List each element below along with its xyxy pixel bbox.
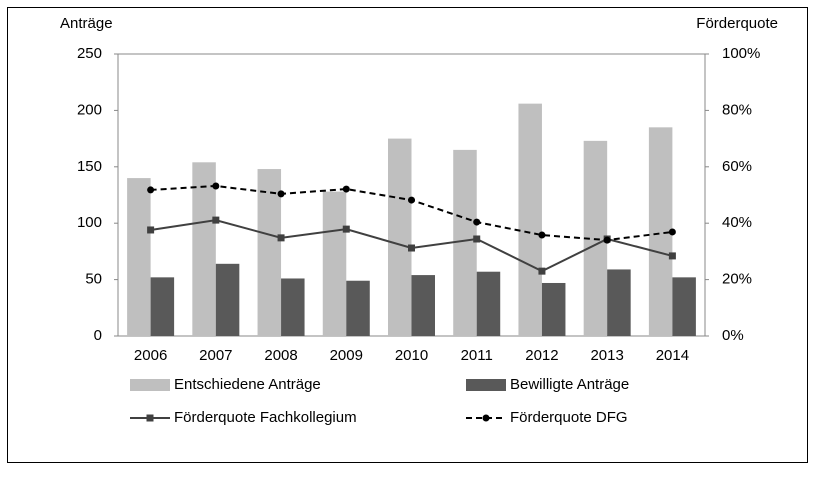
x-tick-label: 2010	[395, 347, 428, 364]
y-axis-title: Anträge	[60, 15, 113, 32]
marker	[342, 185, 350, 193]
bar	[672, 277, 696, 336]
bar	[150, 277, 175, 336]
legend-swatch	[466, 379, 506, 391]
marker	[147, 186, 155, 194]
y2-tick-label: 0%	[722, 327, 744, 344]
marker	[538, 231, 546, 239]
bar	[541, 282, 566, 336]
bar	[476, 271, 501, 336]
legend-label: Förderquote Fachkollegium	[174, 409, 357, 426]
marker	[408, 244, 415, 252]
y2-tick-label: 20%	[722, 271, 752, 288]
marker	[603, 236, 611, 244]
bar	[648, 127, 673, 336]
marker	[408, 196, 415, 204]
marker	[277, 234, 285, 242]
bar	[257, 169, 282, 336]
marker	[147, 226, 155, 234]
bar	[518, 103, 542, 336]
y-tick-label: 0	[94, 327, 102, 344]
bar	[215, 263, 240, 336]
x-tick-label: 2013	[590, 347, 623, 364]
bar	[322, 191, 347, 336]
marker	[473, 218, 481, 226]
x-tick-label: 2006	[134, 347, 167, 364]
legend-swatch	[130, 379, 170, 391]
y2-tick-label: 40%	[722, 214, 752, 231]
bar	[127, 178, 151, 336]
marker	[668, 252, 676, 260]
y-tick-label: 100	[77, 214, 102, 231]
legend-marker	[146, 414, 154, 422]
bar	[453, 149, 477, 336]
legend-label: Förderquote DFG	[510, 409, 628, 426]
x-tick-label: 2011	[461, 347, 493, 364]
x-tick-label: 2009	[330, 347, 363, 364]
marker	[212, 216, 220, 224]
bar	[346, 280, 370, 336]
y-tick-label: 250	[77, 45, 102, 62]
bar	[607, 269, 631, 336]
marker	[342, 225, 350, 233]
y2-tick-label: 80%	[722, 101, 752, 118]
marker	[277, 190, 285, 198]
y2-axis-title: Förderquote	[696, 15, 778, 32]
x-tick-label: 2012	[525, 347, 558, 364]
bar	[192, 162, 216, 336]
y-tick-label: 150	[77, 158, 102, 175]
legend-marker	[482, 414, 490, 422]
x-tick-label: 2007	[199, 347, 232, 364]
y2-tick-label: 60%	[722, 158, 752, 175]
x-tick-label: 2008	[264, 347, 297, 364]
marker	[473, 235, 481, 243]
marker	[668, 228, 676, 236]
bar	[411, 275, 435, 336]
bar	[388, 138, 412, 336]
marker	[212, 182, 220, 190]
marker	[538, 267, 546, 275]
legend-label: Entschiedene Anträge	[174, 376, 321, 393]
y2-tick-label: 100%	[722, 45, 760, 62]
y-tick-label: 200	[77, 101, 102, 118]
x-tick-label: 2014	[656, 347, 689, 364]
bar	[281, 278, 305, 336]
y-tick-label: 50	[85, 271, 102, 288]
legend-label: Bewilligte Anträge	[510, 376, 629, 393]
